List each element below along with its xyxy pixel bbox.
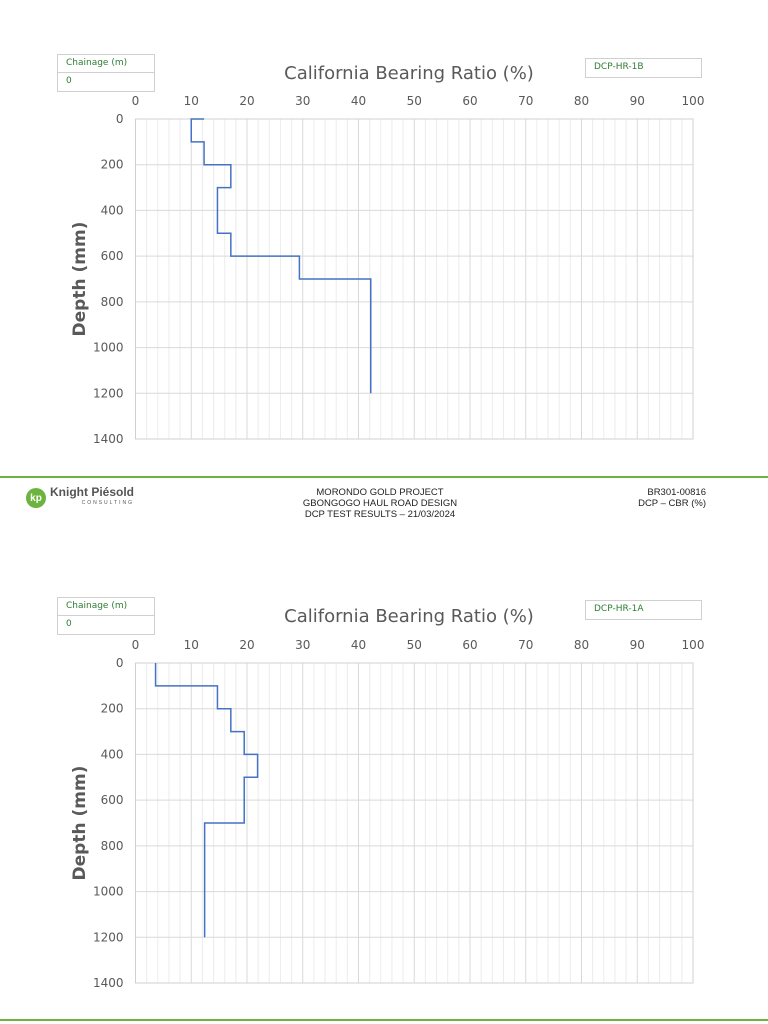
y-tick-label: 600 xyxy=(101,249,124,263)
x-tick-label: 50 xyxy=(407,638,422,652)
chart-title: California Bearing Ratio (%) xyxy=(284,606,534,627)
y-axis-title: Depth (mm) xyxy=(70,766,90,881)
doc-number: BR301-00816 xyxy=(647,487,706,498)
cbr-series-line xyxy=(154,663,259,938)
test-id-box: DCP-HR-1A xyxy=(585,600,702,620)
x-tick-label: 40 xyxy=(351,94,366,108)
chainage-value-box: 0 xyxy=(57,72,155,92)
y-tick-label: 200 xyxy=(101,702,124,716)
y-tick-label: 200 xyxy=(101,158,124,172)
y-tick-label: 1400 xyxy=(93,432,124,446)
x-tick-label: 10 xyxy=(184,638,199,652)
chainage-value-box: 0 xyxy=(57,615,155,635)
logo-subtext: CONSULTING xyxy=(81,500,134,506)
divider-line xyxy=(0,1019,768,1021)
y-tick-label: 1000 xyxy=(93,341,124,355)
y-tick-label: 800 xyxy=(101,295,124,309)
cbr-chart-1: Chainage (m) 0 DCP-HR-1B California Bear… xyxy=(0,50,768,470)
x-tick-label: 70 xyxy=(518,94,533,108)
cbr-series-line xyxy=(190,118,372,394)
project-subtitle: GBONGOGO HAUL ROAD DESIGN xyxy=(302,498,458,509)
x-tick-label: 100 xyxy=(682,94,705,108)
y-tick-label: 1000 xyxy=(93,885,124,899)
y-tick-label: 800 xyxy=(101,839,124,853)
logo-text: Knight Piésold xyxy=(50,485,134,499)
plot-border xyxy=(135,662,694,984)
x-tick-label: 60 xyxy=(462,94,477,108)
chart-plot: 0 200 400 600 800 1000 1200 1400 0 10 20 30 40 50 60 70… xyxy=(70,638,705,990)
project-name: MORONDO GOLD PROJECT xyxy=(316,487,444,498)
company-logo: kp Knight Piésold CONSULTING xyxy=(26,485,134,509)
x-tick-label: 80 xyxy=(574,638,589,652)
report-title: DCP TEST RESULTS – 21/03/2024 xyxy=(304,509,456,520)
y-tick-label: 1200 xyxy=(93,386,124,400)
x-tick-label: 90 xyxy=(630,638,645,652)
cbr-chart-2: Chainage (m) 0 DCP-HR-1A California Bear… xyxy=(0,594,768,1014)
page-footer: kp Knight Piésold CONSULTING MORONDO GOLD… xyxy=(0,477,768,537)
x-tick-label: 50 xyxy=(407,94,422,108)
x-tick-label: 40 xyxy=(351,638,366,652)
x-tick-label: 20 xyxy=(239,638,254,652)
x-tick-label: 20 xyxy=(239,94,254,108)
y-tick-label: 400 xyxy=(101,203,124,217)
y-axis-title: Depth (mm) xyxy=(70,222,90,337)
y-tick-label: 1400 xyxy=(93,976,124,990)
chart-plot: 0 200 400 600 800 1000 1200 1400 0 10 20 30 40 50 60 70… xyxy=(70,94,705,446)
plot-border xyxy=(135,118,694,440)
y-tick-label: 600 xyxy=(101,793,124,807)
test-id-box: DCP-HR-1B xyxy=(585,58,702,78)
x-tick-label: 30 xyxy=(295,638,310,652)
x-tick-label: 30 xyxy=(295,94,310,108)
x-tick-label: 60 xyxy=(462,638,477,652)
y-tick-label: 1200 xyxy=(93,930,124,944)
y-tick-label: 0 xyxy=(116,656,124,670)
x-tick-label: 90 xyxy=(630,94,645,108)
doc-subject: DCP – CBR (%) xyxy=(638,498,706,509)
y-tick-label: 400 xyxy=(101,747,124,761)
divider-line xyxy=(0,476,768,478)
x-tick-label: 100 xyxy=(682,638,705,652)
y-tick-label: 0 xyxy=(116,112,124,126)
x-tick-label: 0 xyxy=(132,94,140,108)
chart-title: California Bearing Ratio (%) xyxy=(284,63,534,84)
kp-logo-icon: kp xyxy=(26,488,46,508)
x-tick-label: 80 xyxy=(574,94,589,108)
x-tick-label: 0 xyxy=(132,638,140,652)
x-tick-label: 70 xyxy=(518,638,533,652)
x-tick-label: 10 xyxy=(184,94,199,108)
